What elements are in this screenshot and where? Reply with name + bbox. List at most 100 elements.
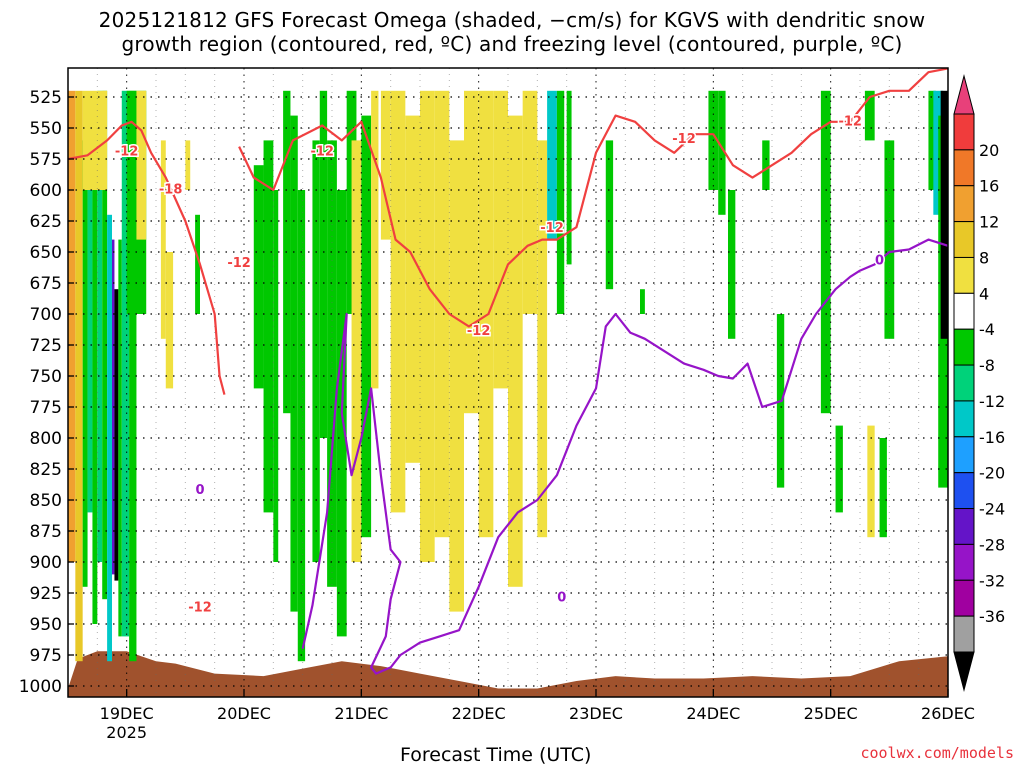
omega-shade-cell	[165, 252, 174, 389]
colorbar-label: 20	[979, 141, 999, 160]
y-tick-label: 950	[30, 615, 62, 635]
colorbar-label: -12	[979, 392, 1005, 411]
y-tick-label: 725	[30, 336, 62, 356]
y-tick-label: 800	[30, 429, 62, 449]
x-tick-label: 24DEC	[686, 704, 740, 723]
y-tick-label: 775	[30, 398, 62, 418]
colorbar-group: 20 16 12 8 4 -4 -8 -12 -16 -20 -24 -28 -32 -36	[953, 74, 1005, 692]
colorbar-box	[953, 579, 975, 617]
y-tick-label: 675	[30, 274, 62, 294]
credit-link[interactable]: coolwx.com/models	[860, 744, 1014, 762]
omega-shade-cell	[263, 140, 274, 513]
colorbar-box	[953, 364, 975, 402]
omega-shade-cell	[420, 90, 435, 563]
omega-shade-cell	[933, 90, 944, 215]
colorbar-label: -32	[979, 571, 1005, 590]
omega-shade-cell	[327, 140, 337, 587]
omega-shade-cell	[273, 190, 279, 562]
contour-label: -12	[672, 132, 696, 147]
y-tick-label: 550	[30, 119, 62, 139]
colorbar-label: -16	[979, 428, 1005, 447]
omega-shade-cell	[371, 90, 379, 389]
x-tick-label: 20DEC	[217, 704, 271, 723]
omega-shade-cell	[390, 90, 406, 513]
x-sublabel-year: 2025	[106, 723, 147, 742]
omega-shade-cell	[867, 425, 875, 538]
omega-shade-cell	[835, 425, 843, 513]
x-tick-label: 26DEC	[921, 704, 975, 723]
omega-shade-cell	[547, 90, 557, 240]
omega-shade-cell	[114, 289, 119, 581]
omega-shade-cell	[185, 140, 191, 190]
contour-line	[67, 120, 226, 395]
x-tick-label: 19DEC	[100, 704, 154, 723]
colorbar-label: 8	[979, 248, 989, 267]
omega-shade-cell	[566, 90, 572, 265]
colorbar-label: -24	[979, 500, 1005, 519]
colorbar-box	[953, 221, 975, 258]
omega-shade-cell	[195, 214, 200, 314]
contour-label: 0	[875, 253, 884, 268]
chart-title-line-2: growth region (contoured, red, ºC) and f…	[121, 32, 903, 56]
colorbar-box	[953, 400, 975, 438]
omega-shade-cell	[290, 115, 298, 612]
omega-shade-cell	[253, 165, 264, 389]
colorbar-box	[953, 436, 975, 474]
omega-shade-cell	[361, 115, 372, 538]
y-tick-label: 850	[30, 491, 62, 511]
colorbar-box	[953, 185, 975, 223]
omega-shade-cell	[728, 190, 736, 339]
y-tick-label: 625	[30, 212, 62, 232]
omega-shading-group	[68, 90, 948, 662]
omega-shade-cell	[405, 115, 420, 463]
contour-line	[238, 67, 949, 328]
omega-shade-cell	[82, 140, 88, 587]
x-tick-label: 23DEC	[569, 704, 623, 723]
omega-shade-cell	[537, 140, 548, 538]
omega-shade-cell	[87, 190, 93, 513]
y-tick-label: 575	[30, 150, 62, 170]
colorbar-label: 12	[979, 213, 999, 232]
colorbar-box	[953, 113, 975, 151]
colorbar-top-arrow	[953, 74, 975, 115]
omega-shade-cell	[762, 140, 770, 190]
omega-shade-cell	[464, 90, 479, 414]
omega-shade-cell	[160, 140, 166, 339]
omega-shade-cell	[449, 140, 464, 612]
omega-shade-cell	[556, 90, 565, 314]
contour-line	[301, 238, 949, 675]
contour-label: -12	[838, 115, 862, 130]
colorbar-label: -20	[979, 464, 1005, 483]
omega-shade-cell	[605, 140, 614, 290]
y-tick-label: 875	[30, 522, 62, 542]
colorbar-box	[953, 472, 975, 510]
x-axis-label: Forecast Time (UTC)	[400, 744, 592, 766]
omega-shade-cell	[884, 140, 895, 339]
y-tick-label: 600	[30, 181, 62, 201]
omega-shade-cell	[434, 90, 450, 538]
colorbar-label: 4	[979, 284, 989, 303]
x-tick-label: 22DEC	[452, 704, 506, 723]
omega-shade-cell	[107, 214, 112, 662]
contour-label: -12	[188, 601, 212, 616]
omega-shade-cell	[718, 90, 726, 215]
omega-shade-cell	[319, 90, 328, 439]
y-tick-label: 1000	[19, 677, 62, 697]
colorbar-label: 16	[979, 177, 999, 196]
omega-shade-cell	[864, 90, 875, 141]
y-tick-label: 925	[30, 584, 62, 604]
axes-group: 525 550 575 600 625 650 675 700 725 750 775 800 825 8…	[19, 67, 975, 742]
colorbar-box	[953, 328, 975, 366]
omega-shade-cell	[351, 140, 362, 562]
contour-label: -12	[115, 144, 139, 159]
contour-label: 0	[195, 483, 204, 498]
omega-shade-cell	[75, 90, 83, 662]
y-tick-label: 525	[30, 88, 62, 108]
omega-shade-cell	[940, 90, 948, 339]
contour-label: -12	[310, 144, 334, 159]
y-tick-label: 750	[30, 367, 62, 387]
colorbar-box	[953, 292, 975, 330]
omega-shade-cell	[640, 289, 645, 314]
y-tick-label: 700	[30, 305, 62, 325]
